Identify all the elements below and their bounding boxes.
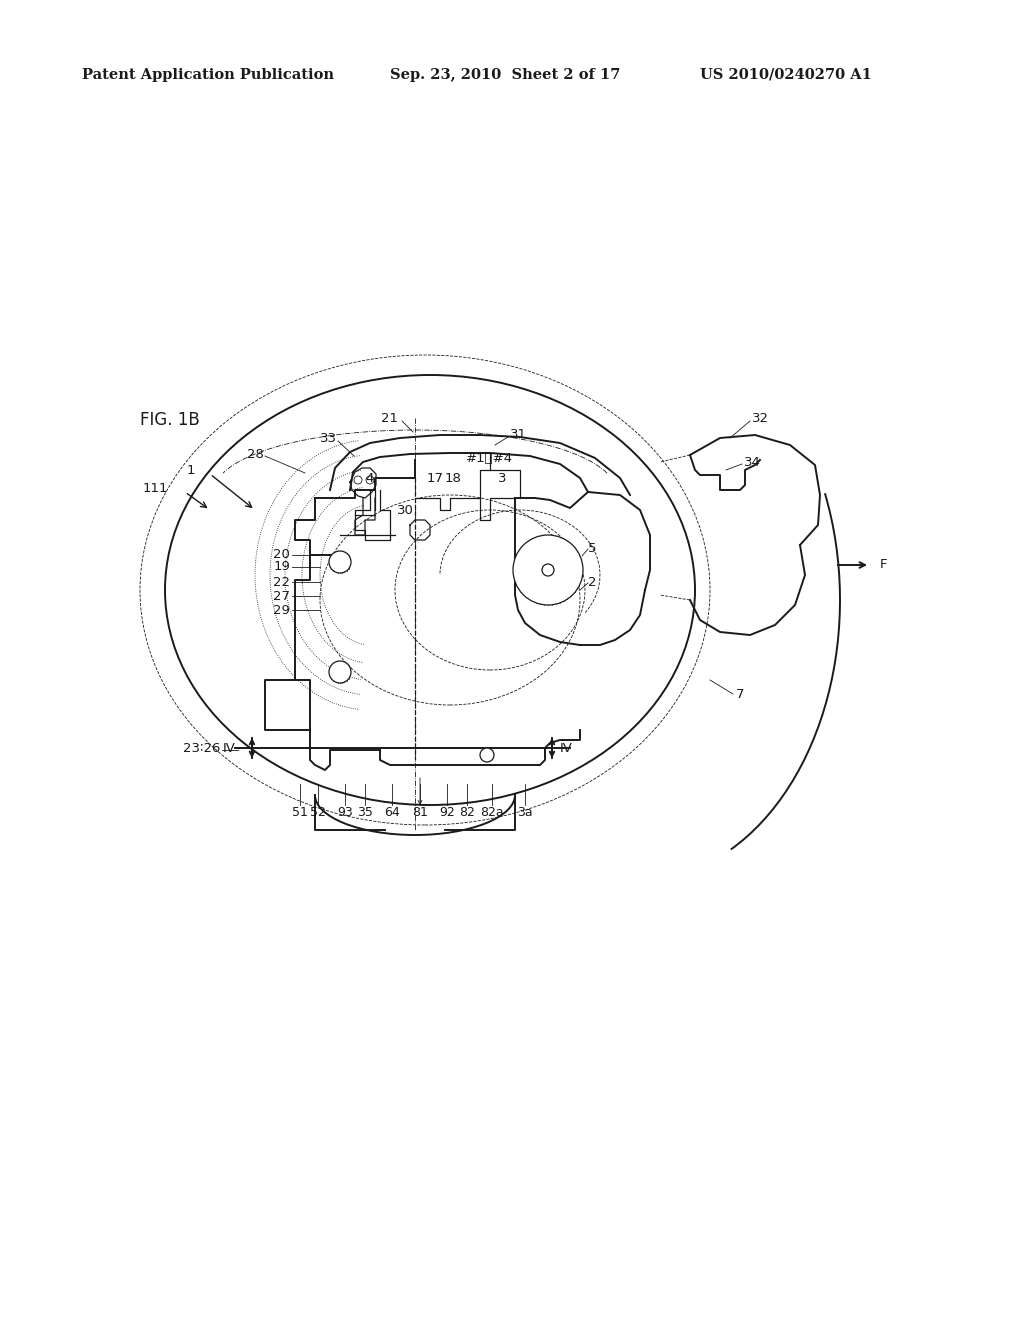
- Text: FIG. 1B: FIG. 1B: [140, 411, 200, 429]
- Text: 81: 81: [412, 805, 428, 818]
- Text: 30: 30: [396, 503, 414, 516]
- Text: 22: 22: [273, 576, 290, 589]
- Text: 82a: 82a: [480, 805, 504, 818]
- Text: 18: 18: [444, 471, 462, 484]
- Text: 64: 64: [384, 805, 400, 818]
- Text: 23∶26: 23∶26: [182, 742, 220, 755]
- Text: 32: 32: [752, 412, 768, 425]
- Text: 82: 82: [459, 805, 475, 818]
- Circle shape: [480, 748, 494, 762]
- Text: F: F: [880, 558, 888, 572]
- Circle shape: [542, 564, 554, 576]
- Text: Patent Application Publication: Patent Application Publication: [82, 69, 334, 82]
- Circle shape: [354, 477, 362, 484]
- Text: 34: 34: [743, 455, 761, 469]
- Text: 21: 21: [382, 412, 398, 425]
- Text: US 2010/0240270 A1: US 2010/0240270 A1: [700, 69, 871, 82]
- Circle shape: [366, 477, 374, 484]
- Text: 35: 35: [357, 805, 373, 818]
- Text: 5: 5: [588, 541, 596, 554]
- Text: 28: 28: [247, 449, 263, 462]
- Text: 52: 52: [310, 805, 326, 818]
- Text: 93: 93: [337, 805, 353, 818]
- Text: 27: 27: [273, 590, 290, 602]
- Text: 3a: 3a: [517, 805, 532, 818]
- Text: 111: 111: [142, 482, 168, 495]
- Text: 19: 19: [273, 561, 290, 573]
- Text: 4: 4: [366, 471, 374, 484]
- Text: 31: 31: [510, 429, 527, 441]
- Circle shape: [329, 661, 351, 682]
- Text: 3: 3: [498, 471, 506, 484]
- Text: 51: 51: [292, 805, 308, 818]
- Text: 1: 1: [186, 463, 195, 477]
- Text: Sep. 23, 2010  Sheet 2 of 17: Sep. 23, 2010 Sheet 2 of 17: [390, 69, 621, 82]
- Text: 29: 29: [273, 603, 290, 616]
- Text: IV: IV: [560, 742, 572, 755]
- Text: 17: 17: [427, 471, 443, 484]
- Text: 2: 2: [588, 576, 596, 589]
- Text: 20: 20: [273, 549, 290, 561]
- Text: 33: 33: [319, 432, 337, 445]
- Text: 7: 7: [736, 689, 744, 701]
- Circle shape: [513, 535, 583, 605]
- Text: 92: 92: [439, 805, 455, 818]
- Text: IV: IV: [223, 742, 236, 755]
- Circle shape: [329, 550, 351, 573]
- Text: #1〜#4: #1〜#4: [467, 451, 514, 465]
